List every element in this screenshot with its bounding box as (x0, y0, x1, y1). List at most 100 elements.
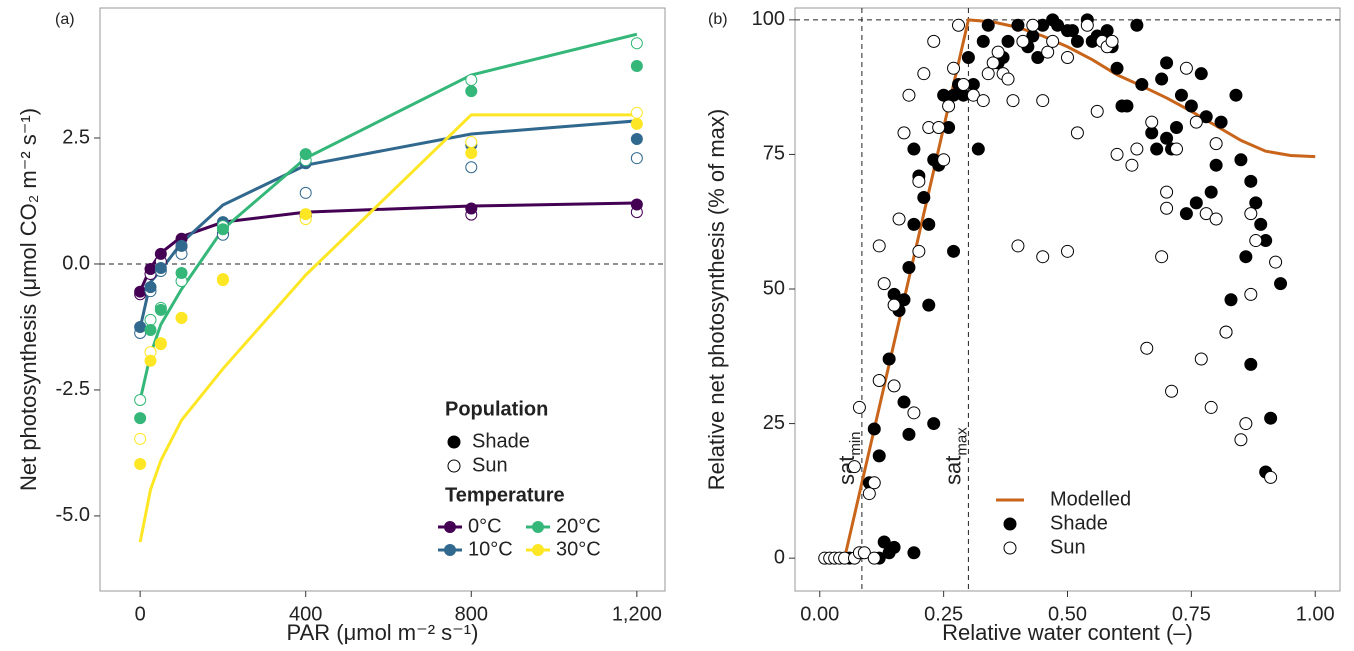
point (1105, 34, 1119, 48)
shade-point (134, 320, 147, 333)
annotation: satmin (834, 431, 865, 485)
shade-point (175, 267, 188, 280)
x-tick-label: 400 (289, 603, 322, 625)
y-tick-label: 2.5 (62, 126, 90, 148)
point (862, 487, 876, 501)
point (1065, 24, 1079, 38)
point (1239, 417, 1253, 431)
point (1160, 56, 1174, 70)
shade-point (630, 198, 643, 211)
point (1194, 352, 1208, 366)
point (922, 298, 936, 312)
sun-point (630, 106, 643, 119)
sun-point (630, 152, 643, 165)
x-tick-label: 1.00 (1296, 603, 1335, 625)
point (1244, 207, 1258, 221)
point (1170, 142, 1183, 156)
point (872, 374, 886, 388)
point (902, 427, 916, 441)
point (1090, 104, 1104, 118)
point (877, 535, 891, 549)
sun-point (134, 432, 147, 445)
model-line (138, 32, 638, 401)
point (1179, 61, 1193, 75)
y-axis-label: Relative net photosynthesis (% of max) (704, 109, 729, 491)
point (882, 352, 896, 366)
point (1160, 185, 1174, 199)
legend-marker (1003, 517, 1017, 531)
legend-marker (532, 544, 544, 556)
x-tick-label: 1,200 (612, 603, 662, 625)
point (1229, 88, 1243, 102)
point (1036, 250, 1050, 264)
point (1244, 287, 1258, 301)
point (1170, 121, 1183, 135)
x-tick-label: 0 (135, 603, 146, 625)
model-line (138, 201, 637, 292)
x-axis-label: PAR (μmol m⁻² s⁻¹) (287, 620, 479, 645)
point (1150, 142, 1164, 156)
point (1249, 234, 1263, 248)
y-tick-label: 0.0 (62, 252, 90, 274)
point (1001, 34, 1015, 48)
point (1189, 115, 1203, 129)
point (1155, 72, 1169, 86)
point (1135, 77, 1149, 91)
point (1011, 18, 1025, 32)
point (917, 190, 931, 204)
point (927, 417, 941, 431)
point (961, 51, 975, 65)
y-tick-label: 75 (763, 143, 785, 165)
point (1016, 34, 1030, 48)
point (971, 142, 985, 156)
point (1001, 72, 1015, 86)
point (1031, 51, 1045, 65)
point (902, 260, 916, 274)
sun-point (465, 136, 478, 149)
shade-point (154, 262, 167, 275)
point (1036, 94, 1050, 108)
point (1006, 94, 1020, 108)
point (1234, 433, 1248, 447)
point (892, 212, 906, 226)
legend-label: 30°C (556, 538, 601, 560)
point (1125, 158, 1139, 172)
sun-point (144, 313, 157, 326)
panel-label: (a) (55, 11, 75, 28)
point (1239, 250, 1253, 264)
point (937, 153, 951, 167)
point (927, 34, 941, 48)
point (912, 244, 926, 258)
y-tick-label: -5.0 (56, 504, 90, 526)
point (976, 94, 990, 108)
point (1070, 34, 1084, 48)
point (1194, 67, 1208, 81)
point (1249, 196, 1263, 210)
legend-label: Shade (472, 430, 530, 452)
legend-marker (444, 544, 456, 556)
model-line (138, 119, 637, 329)
point (907, 546, 921, 560)
point (912, 174, 926, 188)
point (1160, 131, 1174, 145)
point (1184, 99, 1198, 113)
point (1174, 88, 1188, 102)
shade-point (144, 323, 157, 336)
point (1199, 110, 1213, 124)
y-tick-label: 100 (752, 8, 785, 30)
point (1269, 255, 1283, 269)
shade-point (144, 263, 157, 276)
point (872, 449, 886, 463)
point (1080, 18, 1094, 32)
y-tick-label: -2.5 (56, 378, 90, 400)
point (1209, 158, 1223, 172)
point (952, 18, 965, 32)
point (1234, 153, 1248, 167)
legend-label: Sun (472, 454, 508, 476)
point (1179, 207, 1193, 221)
point (917, 67, 931, 81)
point (867, 476, 881, 490)
point (877, 277, 891, 291)
point (857, 546, 871, 560)
